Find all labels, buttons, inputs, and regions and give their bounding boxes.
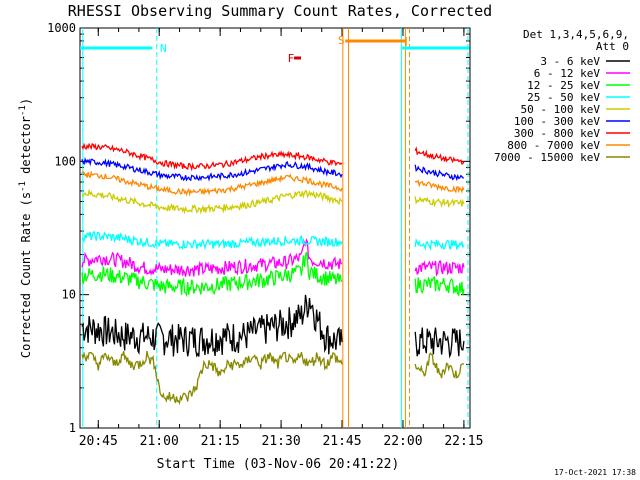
legend-label: 800 - 7000 keV [507, 139, 600, 152]
series-line-8 [81, 350, 465, 405]
annotations: N F S [160, 34, 345, 65]
series-line-7 [81, 170, 465, 197]
footer-timestamp: 17-Oct-2021 17:38 [554, 468, 636, 477]
annotation-n: N [160, 42, 167, 55]
legend-label: 300 - 800 keV [514, 127, 600, 140]
x-tick-label: 20:45 [79, 434, 118, 449]
x-tick-label: 22:15 [444, 434, 483, 449]
series-line-5 [81, 156, 464, 182]
y-axis-label: Corrected Count Rate (s-1 detector-1) [18, 98, 33, 358]
y-label-text: detector [19, 116, 33, 181]
y-label-text: ) [19, 98, 33, 105]
y-tick-label: 1 [69, 421, 76, 435]
series-lines [81, 142, 465, 405]
series-line-3 [81, 230, 465, 252]
series-line-6 [81, 142, 465, 172]
y-tick-label: 100 [54, 154, 76, 168]
plot-frame [79, 27, 471, 429]
axes: 20:45 21:00 21:15 21:30 21:45 22:00 22:15 1 10 10… [47, 21, 483, 449]
series-line-4 [81, 188, 465, 215]
annotation-f: F [288, 52, 295, 65]
x-tick-label: 21:15 [201, 434, 240, 449]
y-label-text: Corrected Count Rate (s [19, 192, 33, 358]
legend-label: 12 - 25 keV [527, 79, 600, 92]
series-line-2 [81, 251, 465, 298]
annotation-s: S [338, 34, 345, 47]
legend-label: 3 - 6 keV [540, 55, 600, 68]
series-line-0 [81, 294, 465, 359]
legend-label: 25 - 50 keV [527, 91, 600, 104]
y-label-superscript: -1 [18, 181, 28, 192]
x-tick-label: 21:30 [262, 434, 301, 449]
legend-label: 100 - 300 keV [514, 115, 600, 128]
y-tick-label: 1000 [47, 21, 76, 35]
x-tick-label: 21:45 [322, 434, 361, 449]
y-tick-label: 10 [62, 288, 76, 302]
chart-title: RHESSI Observing Summary Count Rates, Co… [68, 2, 492, 20]
legend-label: 7000 - 15000 keV [494, 151, 600, 164]
x-tick-label: 21:00 [140, 434, 179, 449]
y-label-superscript: -1 [18, 105, 28, 116]
legend-label: 6 - 12 keV [534, 67, 601, 80]
x-axis-label: Start Time (03-Nov-06 20:41:22) [157, 457, 400, 472]
series-line-1 [81, 237, 465, 277]
x-tick-label: 22:00 [383, 434, 422, 449]
legend-header: Det 1,3,4,5,6,9, [523, 28, 629, 41]
legend-label: 50 - 100 keV [521, 103, 601, 116]
orbit-overlays [80, 28, 470, 428]
legend-header: Att 0 [596, 40, 629, 53]
